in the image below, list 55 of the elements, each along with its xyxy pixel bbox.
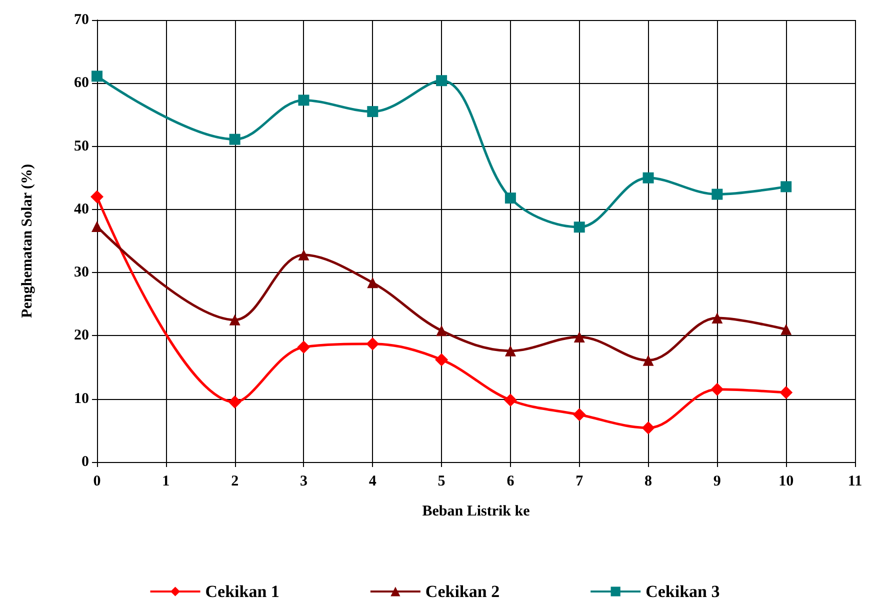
point — [572, 408, 586, 422]
point — [780, 386, 793, 400]
point — [504, 394, 517, 407]
point — [574, 331, 585, 342]
point — [435, 353, 448, 366]
x-tick-label: 3 — [300, 474, 308, 490]
y-tick-label: 0 — [82, 454, 89, 470]
point — [574, 222, 585, 233]
y-tick-label: 60 — [74, 75, 89, 92]
point — [229, 134, 240, 145]
point — [92, 220, 102, 232]
point — [366, 337, 380, 350]
y-tick-label: 30 — [74, 264, 89, 281]
point — [436, 75, 448, 86]
legend-label: Cekikan 3 — [646, 582, 720, 601]
point — [712, 312, 723, 324]
x-tick-label: 11 — [848, 474, 862, 490]
x-tick-label: 8 — [644, 474, 652, 490]
point — [504, 192, 516, 204]
point — [780, 181, 792, 192]
point — [92, 70, 102, 82]
y-tick-label: 20 — [74, 328, 89, 344]
point — [228, 396, 242, 409]
y-axis-title: Penghematan Solar (%) — [20, 164, 36, 318]
y-tick-label: 40 — [74, 201, 89, 218]
point — [298, 94, 310, 106]
point — [780, 324, 792, 335]
point — [367, 277, 378, 288]
point — [229, 314, 240, 326]
x-tick-label: 7 — [576, 474, 584, 490]
x-tick-label: 4 — [368, 474, 377, 490]
point — [90, 190, 104, 204]
point — [298, 249, 310, 260]
point — [436, 325, 448, 336]
legend-label: Cekikan 2 — [425, 582, 500, 601]
point — [297, 340, 310, 354]
point — [642, 172, 654, 184]
point — [642, 421, 655, 434]
point — [367, 106, 378, 118]
x-tick-label: 6 — [506, 474, 515, 490]
point — [504, 345, 516, 356]
x-tick-label: 5 — [438, 474, 446, 490]
x-tick-label: 10 — [778, 474, 794, 490]
x-tick-label: 0 — [93, 474, 101, 490]
point — [642, 354, 654, 366]
point — [712, 188, 723, 200]
x-axis-title: Beban Listrik ke — [422, 504, 530, 520]
x-tick-label: 1 — [162, 474, 170, 490]
x-tick-label: 9 — [713, 474, 721, 490]
x-tick-label: 2 — [231, 474, 239, 490]
legend-label: Cekikan 1 — [205, 582, 280, 601]
y-tick-label: 70 — [74, 12, 89, 28]
y-tick-label: 10 — [74, 390, 89, 407]
point — [710, 382, 724, 396]
y-tick-label: 50 — [74, 138, 89, 154]
